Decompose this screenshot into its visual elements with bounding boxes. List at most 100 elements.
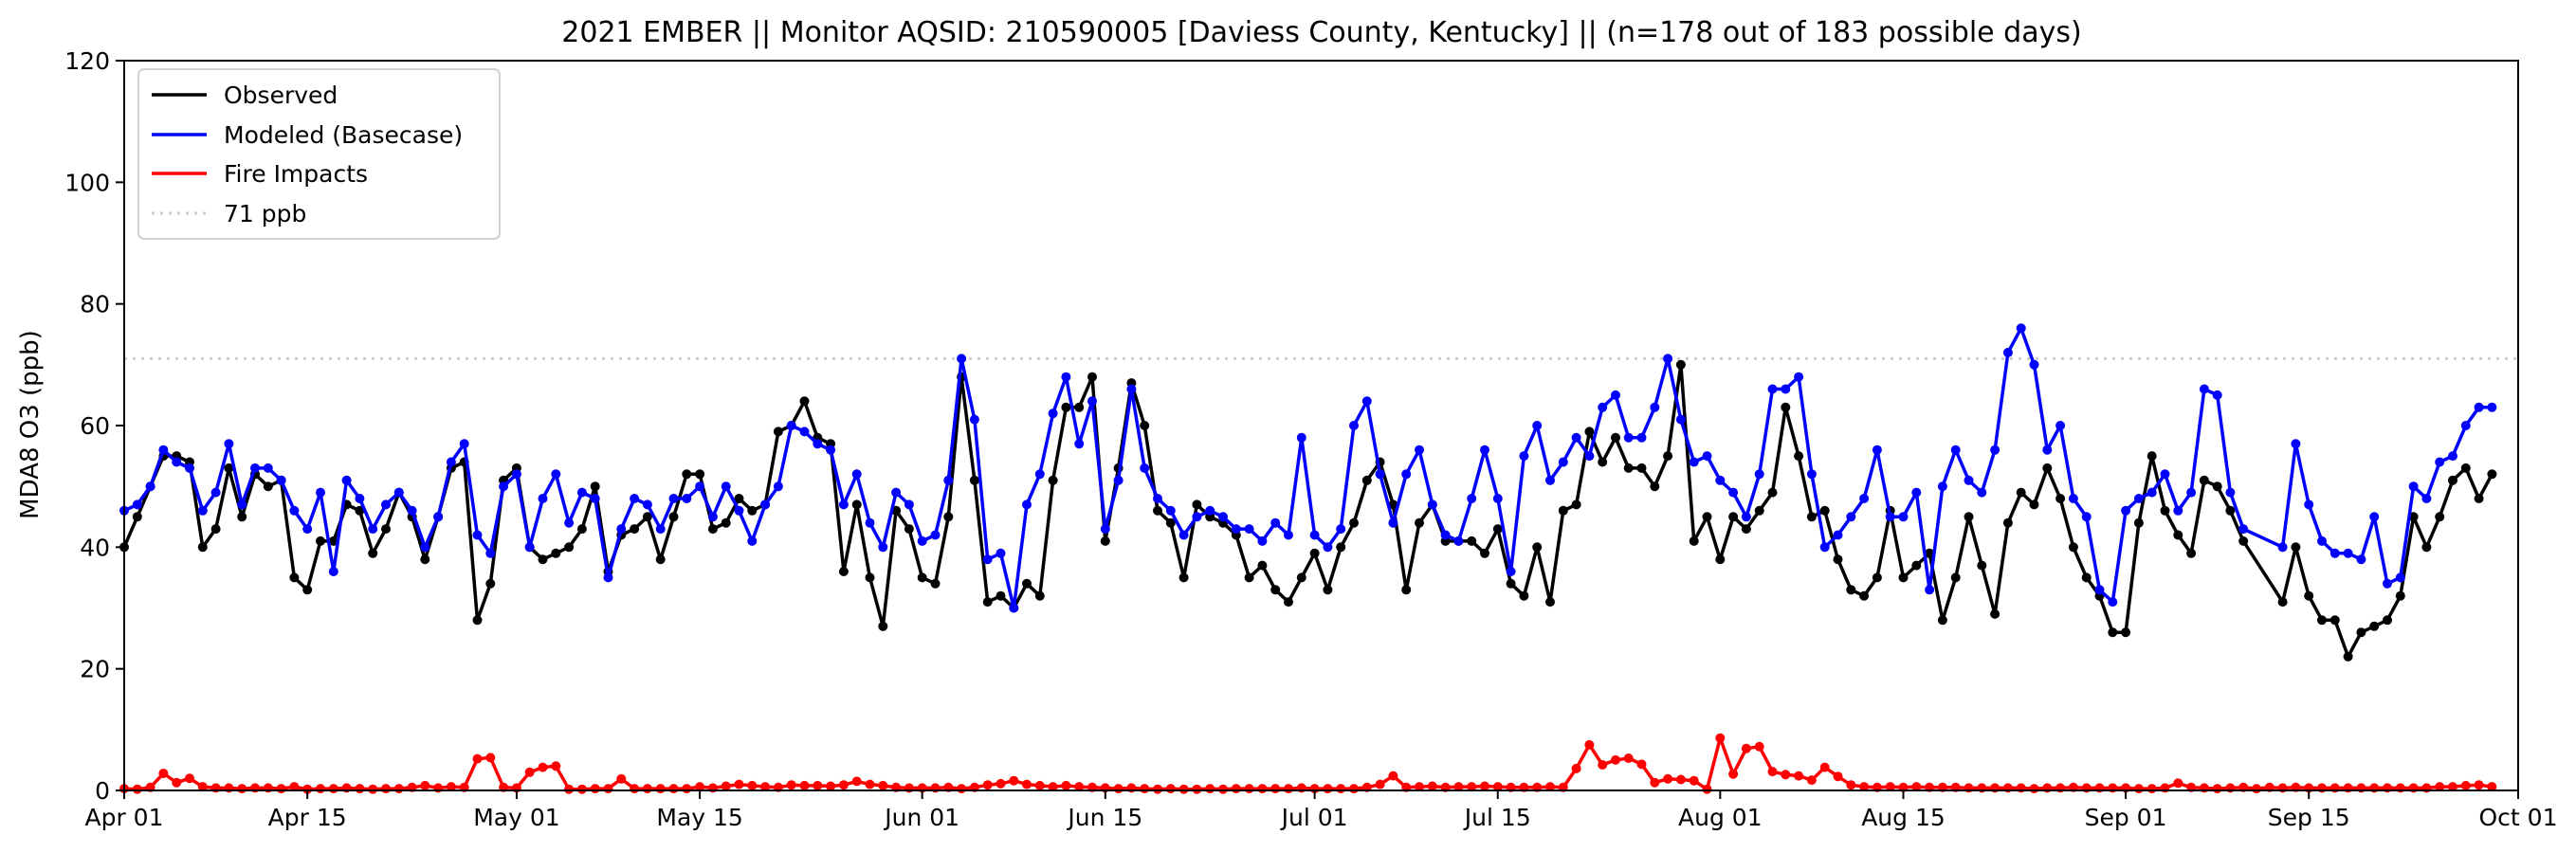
- data-point-observed: [1140, 421, 1150, 430]
- data-point-observed: [904, 524, 914, 535]
- data-point-observed: [197, 542, 208, 553]
- data-point-observed: [2199, 475, 2209, 485]
- data-point-fire-impacts: [1336, 784, 1346, 794]
- data-point-modeled-basecase: [1781, 384, 1791, 394]
- data-point-modeled-basecase: [1623, 432, 1634, 443]
- data-point-modeled-basecase: [2186, 487, 2197, 498]
- data-point-observed: [1728, 512, 1739, 522]
- data-point-observed: [1270, 585, 1281, 595]
- data-point-observed: [1741, 524, 1751, 535]
- data-point-fire-impacts: [1584, 739, 1595, 750]
- data-point-fire-impacts: [1467, 782, 1477, 792]
- data-point-fire-impacts: [1885, 782, 1895, 792]
- data-point-fire-impacts: [1728, 769, 1739, 779]
- data-point-modeled-basecase: [1728, 487, 1739, 498]
- data-point-observed: [485, 578, 496, 589]
- data-point-modeled-basecase: [1611, 390, 1620, 400]
- data-point-fire-impacts: [1794, 771, 1804, 781]
- data-point-modeled-basecase: [2121, 505, 2131, 516]
- data-point-modeled-basecase: [1990, 445, 2001, 455]
- plot-frame: [123, 60, 2519, 791]
- data-point-observed: [1558, 505, 1568, 516]
- data-point-modeled-basecase: [1663, 354, 1673, 364]
- data-point-modeled-basecase: [210, 487, 221, 498]
- data-point-modeled-basecase: [1231, 524, 1241, 535]
- y-axis-label: MDA8 O3 (ppb): [16, 330, 45, 519]
- data-point-fire-impacts: [734, 779, 744, 789]
- data-point-observed: [420, 554, 430, 565]
- data-point-modeled-basecase: [1754, 469, 1764, 480]
- data-point-observed: [2487, 469, 2497, 480]
- data-point-modeled-basecase: [996, 548, 1006, 558]
- data-point-observed: [381, 524, 391, 535]
- data-point-fire-impacts: [1675, 774, 1686, 785]
- data-point-fire-impacts: [564, 784, 575, 794]
- data-point-modeled-basecase: [302, 524, 313, 535]
- series-modeled-basecase: [119, 323, 2497, 613]
- data-point-modeled-basecase: [865, 517, 875, 528]
- data-point-observed: [1100, 535, 1110, 546]
- data-point-observed: [2147, 451, 2157, 462]
- data-point-modeled-basecase: [1375, 469, 1385, 480]
- data-point-fire-impacts: [799, 780, 810, 790]
- data-point-modeled-basecase: [1702, 451, 1712, 462]
- data-point-observed: [2291, 542, 2301, 553]
- data-point-modeled-basecase: [1034, 469, 1045, 480]
- data-point-observed: [368, 548, 378, 558]
- data-point-observed: [263, 481, 273, 492]
- data-point-modeled-basecase: [1440, 530, 1451, 540]
- data-point-fire-impacts: [197, 782, 208, 792]
- legend-label-modeled: Modeled (Basecase): [224, 121, 463, 149]
- data-point-modeled-basecase: [1427, 499, 1437, 510]
- data-point-modeled-basecase: [197, 505, 208, 516]
- data-point-modeled-basecase: [511, 469, 521, 480]
- data-point-fire-impacts: [1598, 760, 1608, 770]
- data-point-observed: [224, 463, 234, 473]
- data-point-modeled-basecase: [1964, 475, 1974, 485]
- data-point-modeled-basecase: [393, 487, 404, 498]
- data-point-modeled-basecase: [237, 499, 247, 510]
- data-point-modeled-basecase: [813, 439, 823, 449]
- data-point-modeled-basecase: [1833, 530, 1843, 540]
- data-point-modeled-basecase: [851, 469, 862, 480]
- data-point-fire-impacts: [1178, 784, 1189, 794]
- data-point-modeled-basecase: [878, 542, 888, 553]
- data-point-fire-impacts: [1781, 770, 1791, 780]
- data-point-modeled-basecase: [2055, 421, 2066, 430]
- data-point-observed: [695, 469, 705, 480]
- data-point-fire-impacts: [1022, 779, 1032, 789]
- data-point-observed: [2421, 542, 2432, 553]
- data-point-observed: [969, 475, 979, 485]
- data-point-fire-impacts: [381, 784, 391, 794]
- data-point-fire-impacts: [1819, 762, 1830, 772]
- data-point-observed: [2238, 535, 2249, 546]
- data-point-observed: [655, 554, 666, 565]
- data-point-fire-impacts: [576, 784, 587, 794]
- data-point-observed: [1663, 451, 1673, 462]
- data-point-modeled-basecase: [381, 499, 391, 510]
- data-point-modeled-basecase: [1506, 567, 1516, 576]
- data-point-observed: [1675, 359, 1686, 370]
- data-point-observed: [1702, 512, 1712, 522]
- data-point-observed: [1415, 517, 1424, 528]
- data-point-fire-impacts: [957, 784, 967, 794]
- data-point-observed: [2081, 572, 2092, 583]
- data-point-fire-impacts: [524, 767, 535, 777]
- data-point-observed: [2055, 494, 2066, 503]
- legend-label-71ppb: 71 ppb: [224, 200, 306, 227]
- data-point-modeled-basecase: [2212, 390, 2222, 400]
- data-point-observed: [2395, 590, 2405, 601]
- data-point-observed: [1767, 487, 1778, 498]
- data-point-observed: [1571, 499, 1581, 510]
- data-point-observed: [1401, 585, 1412, 595]
- data-point-observed: [1806, 512, 1817, 522]
- data-point-fire-impacts: [1165, 784, 1176, 794]
- data-point-observed: [1937, 615, 1947, 626]
- data-point-modeled-basecase: [328, 567, 338, 576]
- data-point-modeled-basecase: [1336, 524, 1346, 535]
- data-point-fire-impacts: [1349, 784, 1359, 794]
- data-point-modeled-basecase: [1453, 535, 1464, 546]
- data-point-modeled-basecase: [799, 426, 810, 437]
- data-point-modeled-basecase: [1885, 512, 1895, 522]
- data-point-fire-impacts: [538, 762, 548, 772]
